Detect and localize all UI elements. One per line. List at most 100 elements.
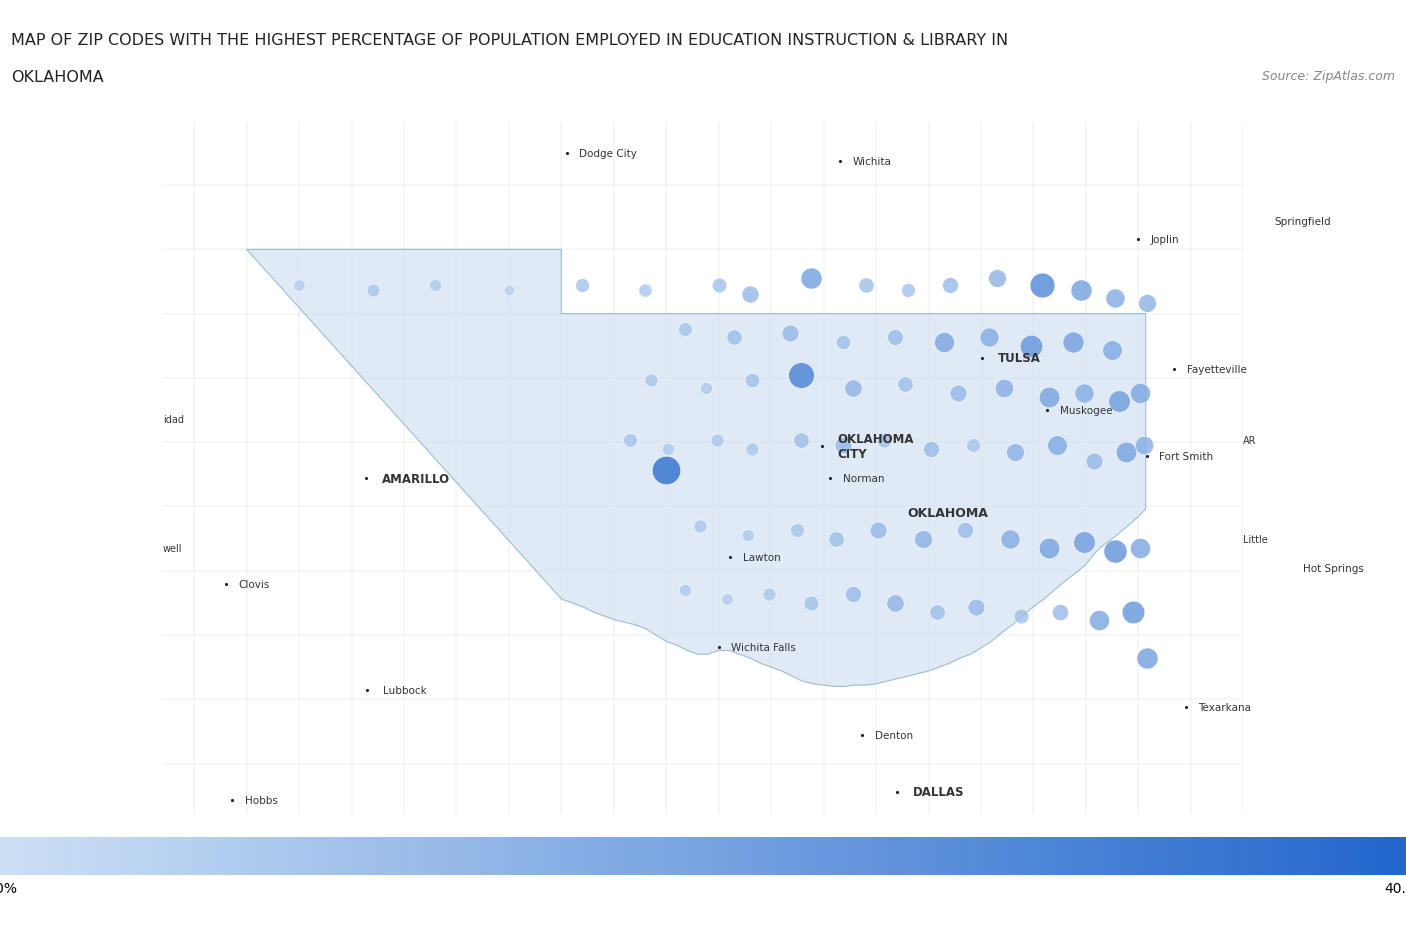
Point (1108, 394, 1130, 409)
Point (758, 587, 780, 602)
Point (934, 335, 956, 350)
Text: Wichita: Wichita (853, 156, 891, 167)
Point (800, 271, 823, 285)
Text: OKLAHOMA
CITY: OKLAHOMA CITY (838, 432, 914, 461)
Point (842, 381, 865, 396)
Point (925, 605, 948, 620)
Point (855, 279, 877, 294)
Point (1073, 535, 1095, 550)
Point (946, 387, 969, 402)
Text: Springfield: Springfield (1275, 217, 1331, 227)
Point (1083, 455, 1105, 470)
Point (689, 519, 711, 534)
Text: Muskogee: Muskogee (1060, 406, 1112, 416)
Point (786, 522, 808, 537)
Point (361, 284, 384, 299)
Point (894, 377, 917, 392)
Point (965, 600, 987, 615)
Text: Lubbock: Lubbock (382, 685, 427, 695)
Text: Denton: Denton (875, 730, 912, 740)
Point (986, 271, 1008, 285)
Text: Lawton: Lawton (742, 552, 780, 563)
Point (1073, 387, 1095, 402)
Point (655, 463, 678, 478)
Text: AR: AR (1243, 435, 1257, 446)
Point (673, 322, 696, 337)
Point (1132, 438, 1154, 453)
Point (868, 522, 890, 537)
Point (1101, 343, 1123, 358)
Point (912, 532, 935, 547)
Point (938, 279, 960, 294)
Point (1004, 446, 1026, 461)
Text: Fayetteville: Fayetteville (1187, 364, 1247, 374)
Text: OKLAHOMA: OKLAHOMA (908, 506, 988, 519)
Text: Norman: Norman (842, 474, 884, 484)
Point (723, 329, 745, 344)
Point (425, 279, 447, 294)
Text: MAP OF ZIP CODES WITH THE HIGHEST PERCENTAGE OF POPULATION EMPLOYED IN EDUCATION: MAP OF ZIP CODES WITH THE HIGHEST PERCEN… (11, 33, 1008, 48)
Point (1031, 279, 1053, 294)
Point (884, 329, 907, 344)
Point (842, 587, 865, 602)
Point (634, 284, 657, 299)
Text: Dodge City: Dodge City (579, 149, 637, 159)
Point (288, 279, 311, 294)
Text: OKLAHOMA: OKLAHOMA (11, 70, 104, 85)
Point (1129, 387, 1152, 402)
Point (1062, 335, 1084, 350)
Point (831, 335, 853, 350)
Text: well: well (163, 543, 183, 553)
Point (1038, 390, 1060, 405)
Text: TULSA: TULSA (998, 352, 1040, 365)
Point (1104, 545, 1126, 560)
Point (789, 432, 811, 447)
Point (571, 279, 593, 294)
Point (789, 369, 811, 384)
Text: Fort Smith: Fort Smith (1160, 452, 1213, 461)
Point (1070, 284, 1092, 299)
Point (640, 373, 662, 388)
Point (740, 287, 762, 302)
Polygon shape (246, 250, 1146, 687)
Point (695, 381, 717, 396)
Point (673, 583, 696, 598)
Point (716, 592, 738, 607)
Point (706, 432, 728, 447)
Point (825, 532, 848, 547)
Point (1104, 291, 1126, 306)
Point (737, 528, 759, 543)
Point (741, 442, 763, 457)
Point (920, 442, 942, 457)
Point (741, 373, 763, 388)
Point (498, 284, 520, 299)
Point (1129, 540, 1152, 555)
Point (707, 279, 730, 294)
Point (619, 432, 641, 447)
Text: idad: idad (163, 415, 184, 425)
Point (979, 329, 1001, 344)
Text: DALLAS: DALLAS (912, 785, 965, 798)
Point (1087, 612, 1109, 627)
Point (955, 522, 977, 537)
Point (1045, 438, 1067, 453)
Point (1115, 446, 1137, 461)
Text: Texarkana: Texarkana (1198, 702, 1251, 712)
Point (993, 381, 1015, 396)
Text: Hobbs: Hobbs (245, 795, 277, 805)
Text: Wichita Falls: Wichita Falls (731, 642, 796, 651)
Point (1021, 339, 1043, 354)
Point (1038, 540, 1060, 555)
Text: Little: Little (1243, 534, 1268, 544)
Point (1136, 651, 1159, 665)
Point (1049, 605, 1071, 620)
Text: AMARILLO: AMARILLO (382, 472, 450, 485)
Point (1136, 297, 1159, 312)
Text: Hot Springs: Hot Springs (1303, 563, 1364, 574)
Point (831, 438, 853, 453)
Point (897, 284, 920, 299)
Point (884, 595, 907, 610)
Point (873, 432, 896, 447)
Point (1010, 608, 1032, 623)
Text: Clovis: Clovis (238, 579, 270, 589)
